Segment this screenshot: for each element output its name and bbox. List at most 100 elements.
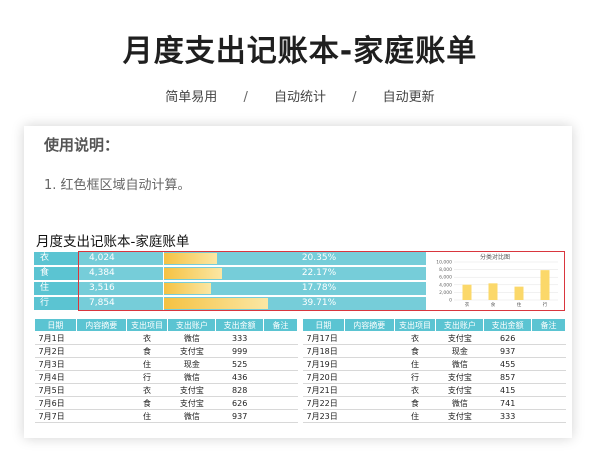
cell-amount: 999 [215,344,264,358]
summary-percent: 20.35% [301,253,337,263]
cell-summary [76,370,127,384]
tag-separator: / [243,90,248,105]
cell-note [531,344,566,358]
cell-note [531,409,566,423]
cell-date: 7月3日 [34,357,77,371]
cell-summary [76,409,127,423]
summary-row: 衣 4,024 20.35% [34,252,426,265]
summary-row: 住 3,516 17.78% [34,282,426,295]
cell-item: 食 [394,344,436,358]
cell-item: 食 [126,396,168,410]
cell-item: 行 [394,370,436,384]
cell-item: 住 [394,357,436,371]
cell-amount: 415 [483,383,532,397]
cell-amount: 626 [215,396,264,410]
cell-summary [344,396,395,410]
summary-category: 食 [34,267,78,280]
ledger-table-left: 日期 内容摘要 支出项目 支出账户 支出金额 备注 7月1日衣微信 333 7月2日… [34,318,298,423]
col-item: 支出项目 [125,318,169,332]
cell-account: 支付宝 [167,396,216,410]
chart-bar [488,283,498,300]
cell-summary [76,396,127,410]
summary-row: 行 7,854 39.71% [34,297,426,310]
cell-note [531,357,566,371]
cell-account: 微信 [167,409,216,423]
table-row: 7月6日 食支付宝 626 [34,396,298,410]
cell-date: 7月7日 [34,409,77,423]
tag-auto-stats: 自动统计 [273,90,326,105]
table-row: 7月7日 住微信 937 [34,409,298,423]
chart-ytick-label: 10,000 [436,260,452,266]
summary-percent: 22.17% [301,268,337,278]
cell-account: 支付宝 [435,409,484,423]
col-date: 日期 [34,318,77,332]
table-row: 7月3日 住现金 525 [34,357,298,371]
cell-summary [76,344,127,358]
cell-note [263,409,298,423]
table-row: 7月21日 衣支付宝 415 [302,383,566,397]
col-amount: 支出金额 [483,318,533,332]
chart-title: 分类对比图 [479,254,510,261]
cell-summary [344,331,395,345]
cell-account: 支付宝 [167,383,216,397]
cell-item: 衣 [126,383,168,397]
chart-bar [514,286,524,300]
spreadsheet-preview: 使用说明： 1. 红色框区域自动计算。 月度支出记账本-家庭账单 衣 4,024… [24,126,572,438]
cell-note [263,344,298,358]
cell-date: 7月21日 [302,383,345,397]
cell-account: 微信 [435,396,484,410]
cell-date: 7月23日 [302,409,345,423]
cell-note [263,396,298,410]
chart-xtick-label: 住 [517,301,522,308]
category-chart: 分类对比图 10,000 8,000 6,000 4,000 2,000 0 衣 食 住 行 [428,252,562,310]
cell-account: 支付宝 [435,331,484,345]
cell-note [531,383,566,397]
chart-ytick-label: 4,000 [439,282,452,288]
cell-amount: 436 [215,370,264,384]
col-item: 支出项目 [393,318,437,332]
table-row: 7月22日 食微信 741 [302,396,566,410]
col-note: 备注 [263,318,298,332]
table-row: 7月5日 衣支付宝 828 [34,383,298,397]
cell-note [263,383,298,397]
cell-account: 支付宝 [435,370,484,384]
usage-note: 1. 红色框区域自动计算。 [44,178,191,193]
cell-date: 7月1日 [34,331,77,345]
cell-summary [344,344,395,358]
table-header-row: 日期 内容摘要 支出项目 支出账户 支出金额 备注 [302,318,566,332]
cell-item: 食 [394,396,436,410]
cell-date: 7月5日 [34,383,77,397]
cell-amount: 333 [215,331,264,345]
cell-summary [344,357,395,371]
summary-percent: 17.78% [301,283,337,293]
cell-amount: 741 [483,396,532,410]
summary-category: 住 [34,282,78,295]
summary-category: 衣 [34,252,78,265]
page-title: 月度支出记账本-家庭账单 [122,34,478,69]
usage-title: 使用说明： [44,136,120,154]
cell-account: 现金 [435,344,484,358]
cell-date: 7月18日 [302,344,345,358]
cell-account: 微信 [167,370,216,384]
col-account: 支出账户 [435,318,485,332]
tag-easy: 简单易用 [165,90,218,105]
table-row: 7月17日 衣支付宝 626 [302,331,566,345]
cell-account: 支付宝 [435,383,484,397]
cell-note [531,331,566,345]
summary-share-bar [164,298,268,309]
summary-share-bar [164,268,222,279]
summary-bar-cell: 17.78% [164,282,426,295]
chart-ytick-label: 8,000 [439,267,452,273]
cell-note [263,357,298,371]
summary-amount: 3,516 [79,282,163,295]
cell-date: 7月17日 [302,331,345,345]
cell-date: 7月19日 [302,357,345,371]
cell-account: 现金 [167,357,216,371]
col-summary: 内容摘要 [343,318,395,332]
cell-amount: 525 [215,357,264,371]
summary-block: 衣 4,024 20.35% 食 4,384 22.17% 住 3,516 17… [34,251,565,311]
summary-amount: 4,024 [79,252,163,265]
cell-amount: 626 [483,331,532,345]
summary-share-bar [164,253,217,264]
